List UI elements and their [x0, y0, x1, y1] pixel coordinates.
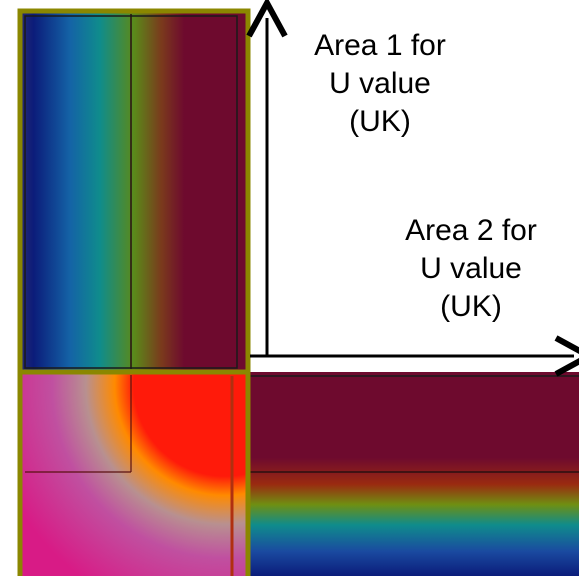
- area-1-label: Area 1 for U value (UK): [314, 29, 446, 138]
- horizontal-wall: [248, 372, 579, 576]
- area-2-frame: [17, 369, 251, 576]
- area-2-label: Area 2 for U value (UK): [405, 214, 537, 323]
- vertical-wall-inner-border: [24, 15, 238, 369]
- vertical-wall: [20, 11, 248, 372]
- corner-section: [20, 372, 248, 576]
